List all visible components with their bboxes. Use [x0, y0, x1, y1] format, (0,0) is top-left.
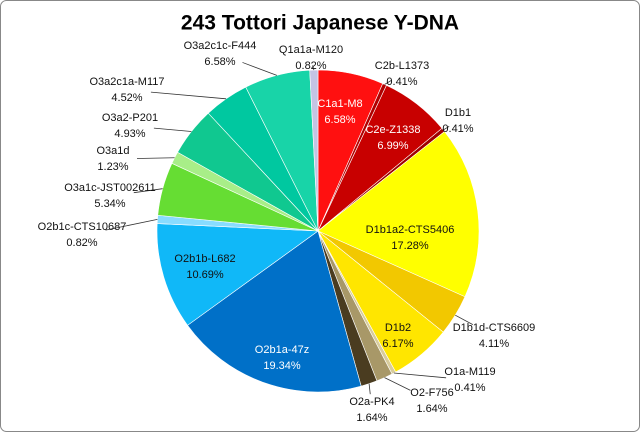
- leader-line: [133, 188, 163, 194]
- value-label: 0.41%: [442, 123, 473, 135]
- value-label: 6.17%: [382, 338, 413, 350]
- leader-line: [312, 65, 315, 71]
- pie-slice: [187, 230, 362, 393]
- leader-line: [153, 127, 192, 132]
- value-label: 19.34%: [263, 360, 301, 372]
- slice-label: O3a1c-JST002611: [64, 182, 156, 194]
- value-label: 0.82%: [295, 60, 326, 72]
- value-label: 6.58%: [204, 56, 235, 68]
- value-label: 6.99%: [377, 140, 408, 152]
- leader-line: [393, 372, 447, 379]
- slice-label: O3a2-P201: [102, 112, 158, 124]
- value-label: 10.69%: [186, 269, 224, 281]
- value-label: 0.41%: [386, 76, 417, 88]
- value-label: 1.64%: [356, 412, 387, 424]
- slice-label: D1b1a2-CTS5406: [366, 224, 455, 236]
- leader-line: [443, 126, 450, 131]
- slice-label: O1a-M119: [444, 366, 495, 378]
- value-label: 5.34%: [94, 198, 125, 210]
- value-label: 17.28%: [391, 240, 429, 252]
- value-label: 1.64%: [416, 403, 447, 415]
- slice-label: C2e-Z1338: [365, 124, 420, 136]
- leader-line: [242, 62, 277, 76]
- slice-label: O2a-PK4: [349, 396, 394, 408]
- value-label: 4.93%: [114, 128, 145, 140]
- slice-label: D1b1: [445, 107, 471, 119]
- leader-line: [455, 314, 474, 325]
- pie-slice: [317, 131, 480, 298]
- value-label: 0.41%: [454, 382, 485, 394]
- leader-line: [136, 157, 175, 159]
- value-label: 0.82%: [66, 237, 97, 249]
- slice-label: O2b1a-47z: [255, 344, 309, 356]
- slice-label: C1a1-M8: [317, 98, 362, 110]
- leader-line: [150, 91, 227, 100]
- leader-line: [105, 218, 158, 231]
- slice-label: O2b1c-CTS10687: [38, 221, 127, 233]
- slice-label: Q1a1a-M120: [279, 44, 343, 56]
- slice-label: D1b2: [385, 322, 411, 334]
- value-label: 4.52%: [111, 92, 142, 104]
- slice-label: D1b1d-CTS6609: [453, 322, 536, 334]
- leader-line: [384, 79, 392, 85]
- value-label: 4.11%: [479, 338, 510, 350]
- value-label: 1.23%: [97, 161, 128, 173]
- slice-label: C2b-L1373: [375, 60, 429, 72]
- chart-title: 243 Tottori Japanese Y-DNA: [181, 12, 459, 35]
- slice-label: O3a2c1a-M117: [89, 76, 164, 88]
- leader-line: [384, 377, 411, 391]
- value-label: 6.58%: [324, 114, 355, 126]
- leader-line: [368, 383, 371, 395]
- pie-slice: [156, 223, 319, 326]
- slice-label: O3a2c1c-F444: [184, 40, 257, 52]
- slice-label: O3a1d: [96, 145, 129, 157]
- slice-label: O2-F756: [410, 387, 453, 399]
- slice-label: O2b1b-L682: [174, 253, 235, 265]
